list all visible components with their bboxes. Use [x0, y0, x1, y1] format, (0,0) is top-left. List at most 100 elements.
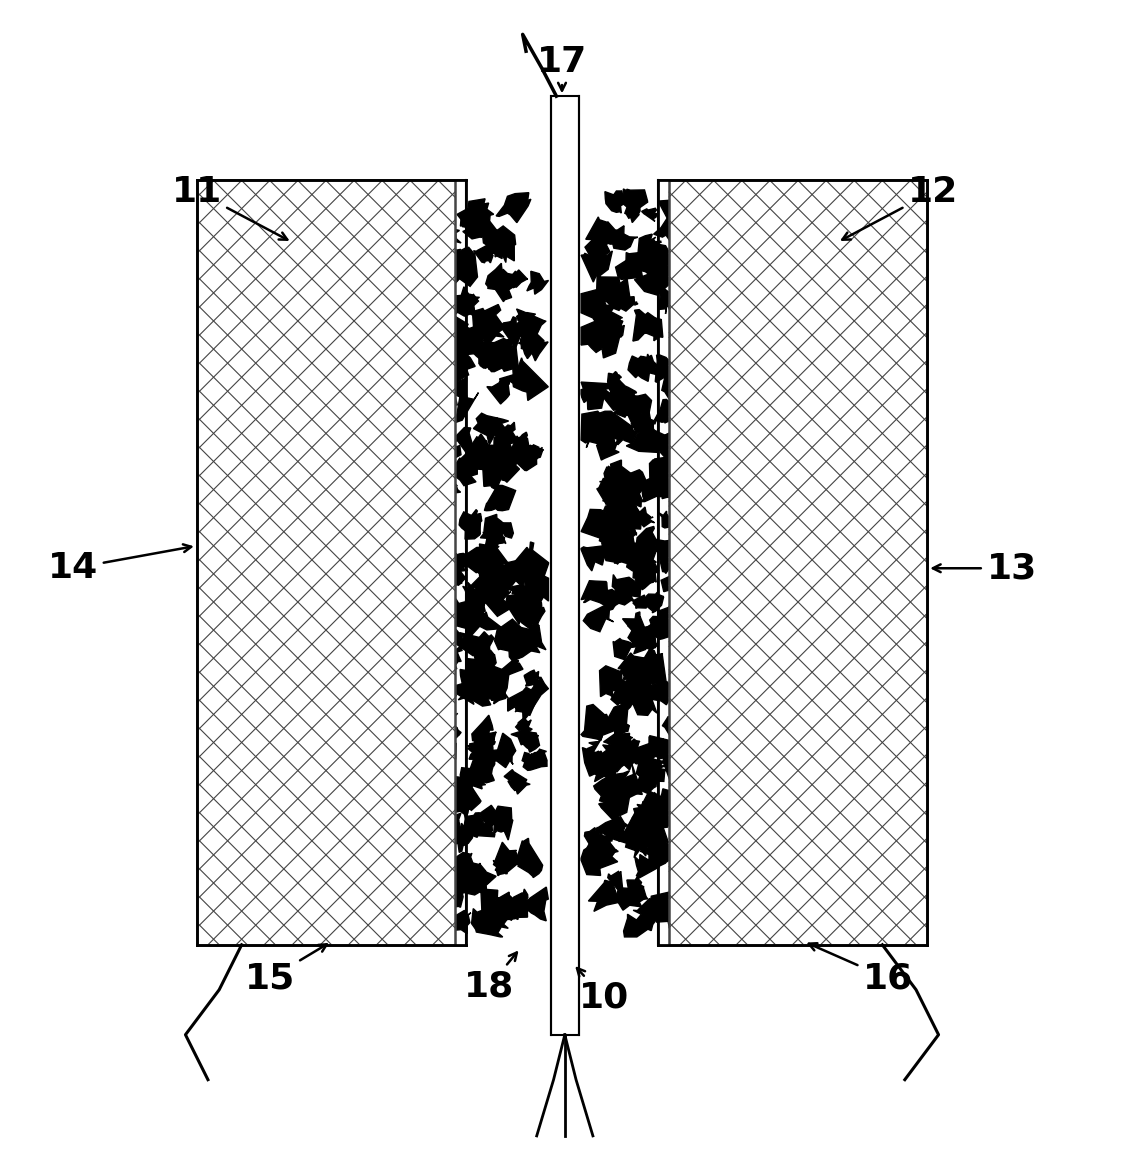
Polygon shape	[635, 854, 660, 880]
Polygon shape	[479, 678, 500, 698]
Polygon shape	[651, 626, 671, 640]
Polygon shape	[472, 906, 508, 936]
Polygon shape	[626, 427, 659, 452]
Polygon shape	[584, 229, 617, 267]
Polygon shape	[660, 400, 682, 424]
Polygon shape	[625, 877, 646, 903]
Polygon shape	[484, 486, 516, 511]
Polygon shape	[596, 817, 633, 844]
Text: 11: 11	[172, 175, 288, 240]
Polygon shape	[584, 828, 605, 847]
Polygon shape	[613, 575, 642, 603]
Polygon shape	[464, 216, 481, 233]
Polygon shape	[631, 539, 664, 571]
Polygon shape	[642, 431, 661, 446]
Polygon shape	[617, 478, 644, 504]
Polygon shape	[510, 624, 546, 653]
Polygon shape	[636, 753, 668, 781]
Polygon shape	[435, 604, 465, 632]
Polygon shape	[490, 450, 519, 482]
Polygon shape	[435, 342, 456, 365]
Text: 10: 10	[577, 968, 628, 1014]
Text: 15: 15	[245, 945, 327, 996]
Polygon shape	[646, 430, 671, 451]
Polygon shape	[484, 892, 518, 924]
Polygon shape	[586, 846, 618, 868]
Polygon shape	[516, 626, 537, 644]
Polygon shape	[480, 806, 499, 828]
Polygon shape	[487, 379, 509, 404]
Polygon shape	[455, 882, 474, 894]
Polygon shape	[608, 872, 623, 894]
Polygon shape	[462, 582, 490, 614]
Text: 18: 18	[464, 953, 517, 1004]
Polygon shape	[518, 599, 545, 630]
Bar	[433, 181, 691, 945]
Polygon shape	[646, 793, 677, 830]
Polygon shape	[632, 809, 658, 837]
Polygon shape	[516, 313, 535, 323]
Polygon shape	[455, 296, 480, 316]
Polygon shape	[452, 248, 469, 263]
Polygon shape	[623, 501, 645, 523]
Polygon shape	[479, 612, 501, 630]
Polygon shape	[480, 515, 511, 544]
Polygon shape	[491, 417, 507, 436]
Polygon shape	[597, 465, 637, 504]
Polygon shape	[659, 285, 683, 314]
Polygon shape	[581, 382, 611, 409]
Polygon shape	[443, 624, 460, 639]
Polygon shape	[472, 715, 493, 741]
Polygon shape	[650, 888, 682, 930]
Text: 12: 12	[842, 175, 958, 240]
Polygon shape	[463, 220, 491, 239]
Polygon shape	[605, 191, 625, 213]
Polygon shape	[610, 319, 624, 337]
Polygon shape	[667, 378, 682, 399]
Polygon shape	[435, 356, 469, 385]
Polygon shape	[640, 633, 658, 649]
Polygon shape	[602, 482, 625, 506]
Polygon shape	[486, 526, 505, 545]
Polygon shape	[506, 592, 536, 625]
Polygon shape	[460, 510, 481, 534]
Polygon shape	[444, 778, 477, 818]
Polygon shape	[465, 513, 482, 539]
Polygon shape	[627, 409, 649, 433]
Polygon shape	[520, 327, 549, 360]
Polygon shape	[644, 592, 664, 613]
Polygon shape	[633, 898, 665, 931]
Polygon shape	[662, 428, 689, 457]
Polygon shape	[581, 546, 605, 571]
Polygon shape	[590, 750, 618, 779]
Polygon shape	[663, 619, 686, 629]
Polygon shape	[601, 524, 635, 561]
Polygon shape	[636, 768, 663, 794]
Polygon shape	[442, 874, 457, 890]
Polygon shape	[649, 736, 689, 759]
Polygon shape	[600, 376, 638, 410]
Polygon shape	[599, 665, 624, 698]
Polygon shape	[457, 823, 473, 852]
Polygon shape	[581, 289, 617, 328]
Polygon shape	[496, 192, 531, 223]
Polygon shape	[477, 648, 496, 668]
Polygon shape	[509, 445, 543, 471]
Polygon shape	[438, 439, 461, 465]
Bar	[551, 96, 579, 1035]
Polygon shape	[493, 843, 520, 874]
Polygon shape	[597, 435, 619, 460]
Polygon shape	[587, 832, 614, 850]
Polygon shape	[478, 663, 509, 698]
Polygon shape	[499, 523, 514, 538]
Polygon shape	[509, 585, 529, 599]
Text: 14: 14	[48, 545, 191, 585]
Polygon shape	[590, 763, 616, 781]
Polygon shape	[661, 466, 689, 493]
Polygon shape	[616, 653, 649, 680]
Polygon shape	[668, 243, 689, 271]
Polygon shape	[649, 681, 678, 705]
Polygon shape	[478, 540, 508, 577]
Polygon shape	[515, 677, 549, 721]
Polygon shape	[586, 217, 616, 242]
